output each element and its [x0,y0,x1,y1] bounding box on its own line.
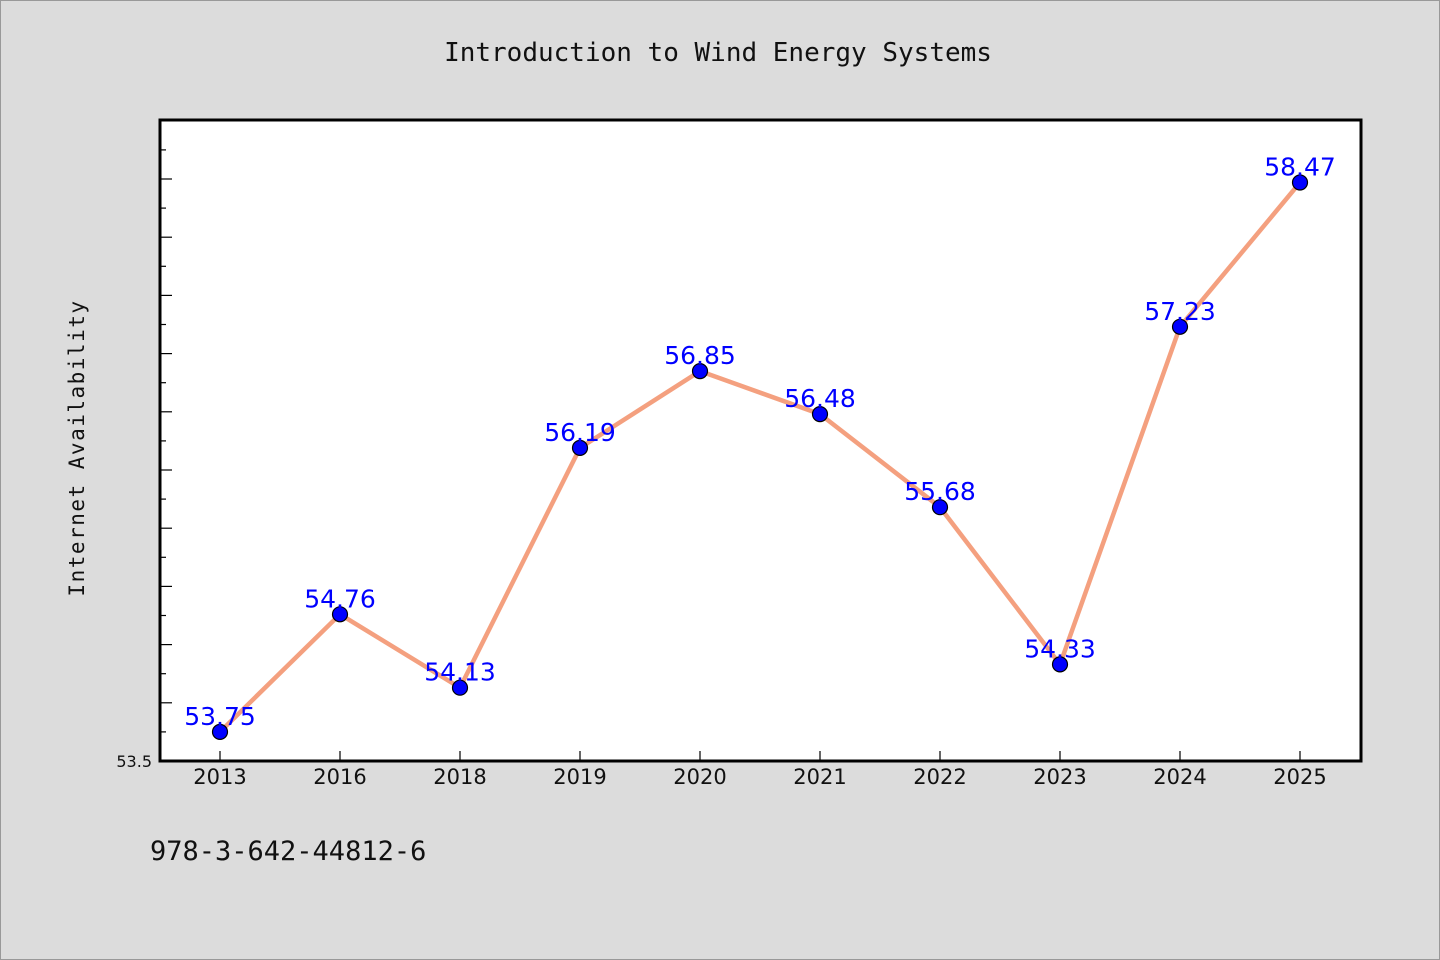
data-point [1051,656,1069,673]
x-tick-label: 2020 [673,765,726,789]
data-point [1171,318,1189,335]
data-label: 56.85 [664,341,736,370]
data-point [331,606,349,623]
data-label: 54.33 [1024,634,1096,663]
data-label: 57.23 [1144,297,1216,326]
series-group [211,174,1309,741]
y-axis-ticks: 53.5 [116,120,172,771]
data-label: 56.48 [784,384,856,413]
series-line [217,180,1303,735]
data-labels-group: 53.75 54.76 54.13 56.19 56.85 56.48 55.68 54.33… [184,152,1336,730]
x-axis-ticks: 2013 2016 2018 2019 2020 2021 2022 2023 2024 2025 [193,751,1327,789]
x-tick-label: 2016 [313,765,366,789]
data-label: 54.76 [304,584,376,613]
y-tick-label: 53.5 [116,752,152,771]
data-point [451,679,469,696]
x-tick-label: 2023 [1033,765,1086,789]
isbn-text: 978-3-642-44812-6 [150,836,427,867]
y-axis-label: Internet Availability [65,299,89,596]
plot-area [158,118,1363,763]
data-point [211,723,229,741]
data-label: 54.13 [424,658,496,687]
data-point [1291,174,1309,191]
data-point [811,406,829,423]
x-tick-label: 2018 [433,765,486,789]
x-tick-label: 2024 [1153,765,1206,789]
x-tick-label: 2013 [193,765,246,789]
data-point [691,363,709,380]
x-tick-label: 2022 [913,765,966,789]
data-label: 58.47 [1264,152,1336,181]
x-tick-label: 2019 [553,765,606,789]
chart-title: Introduction to Wind Energy Systems [444,38,992,68]
data-point [571,439,589,456]
data-label: 53.75 [184,702,256,731]
data-label: 55.68 [904,477,976,506]
data-label: 56.19 [544,418,616,447]
x-tick-label: 2021 [793,765,846,789]
x-tick-label: 2025 [1273,765,1326,789]
data-point [931,499,949,516]
